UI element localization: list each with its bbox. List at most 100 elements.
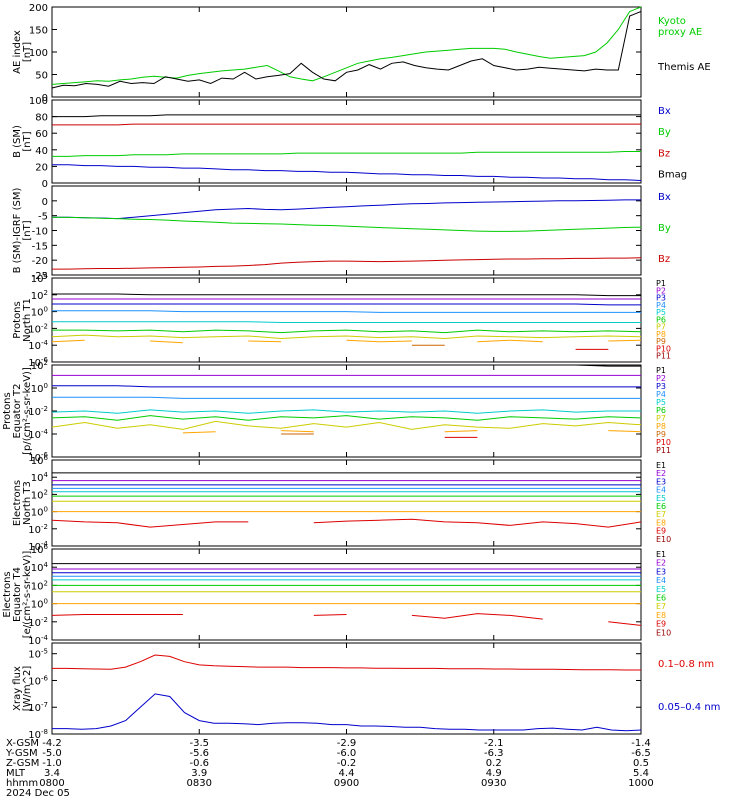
- y-tick-label: 0: [42, 93, 48, 104]
- svg-text:AE index: AE index: [12, 30, 23, 74]
- y-tick-label: 10-6: [28, 356, 48, 369]
- series-line: [52, 164, 642, 181]
- legend-label: 0.1–0.8 nm: [658, 659, 714, 670]
- panel-frame: [51, 642, 642, 735]
- legend-label: P11: [656, 446, 671, 455]
- xaxis-row-value: -3.5: [189, 738, 209, 749]
- legend-label: P1: [656, 279, 666, 288]
- y-tick-label: -10: [32, 227, 48, 238]
- y-axis-label: AE index [nT]: [12, 30, 33, 74]
- y-tick-label: 0: [42, 197, 48, 208]
- y-tick-label: 100: [31, 598, 48, 611]
- xaxis-row-label: Z-GSM: [6, 758, 39, 769]
- svg-text:Protons: Protons: [2, 392, 13, 429]
- svg-text:North T3: North T3: [22, 481, 33, 525]
- series-line: [51, 420, 642, 430]
- series-line: [51, 339, 642, 344]
- panel-frame: [51, 6, 642, 98]
- y-tick-label: 10-6: [28, 451, 48, 464]
- panel-8: 10-8 10-7 10-6 10-5 Xray flux [W/m^2] 0.1–0.8 …: [12, 642, 720, 741]
- svg-text:Electrons: Electrons: [2, 571, 13, 617]
- y-axis-label: Protons North T1: [12, 298, 33, 342]
- legend-label: E1: [656, 550, 666, 559]
- legend-label: P5: [656, 308, 666, 317]
- y-axis-label: Xray flux [W/m^2]: [12, 666, 33, 712]
- legend-label: E10: [656, 535, 671, 544]
- svg-text:[nT]: [nT]: [22, 42, 33, 62]
- series-line: [52, 151, 641, 157]
- y-tick-label: 106: [31, 543, 49, 556]
- legend-label: P6: [656, 406, 666, 415]
- svg-text:B (SM)-IGRF (SM): B (SM)-IGRF (SM): [12, 188, 23, 274]
- series-line: [51, 415, 642, 421]
- legend-label: E1: [656, 461, 666, 470]
- y-tick-label: 102: [31, 488, 48, 501]
- svg-text:[p/(cm²-s-sr-keV)]: [p/(cm²-s-sr-keV)]: [22, 367, 33, 455]
- series-line: [52, 199, 641, 220]
- y-tick-label: -15: [32, 241, 48, 252]
- series-line: [51, 216, 642, 232]
- panel-3: -25 -20 -15 -10 -5 0 B (SM)-IGRF (SM) [nT] Bx By B…: [12, 185, 671, 282]
- xaxis-row-value: -6.5: [631, 748, 651, 759]
- y-tick-label: 10-2: [28, 405, 48, 418]
- xaxis-row-value: 0.2: [486, 758, 502, 769]
- series-line: [51, 613, 642, 626]
- y-tick-label: 100: [31, 506, 48, 519]
- xaxis-row-value: 0.5: [633, 758, 649, 769]
- legend-label: P8: [656, 422, 666, 431]
- y-tick-label: 104: [31, 272, 49, 285]
- y-tick-label: 100: [29, 48, 48, 59]
- legend-label: 0.05–0.4 nm: [658, 702, 720, 713]
- legend-label: E7: [656, 510, 666, 519]
- legend-label: E3: [656, 477, 666, 486]
- series-line: [52, 364, 641, 367]
- legend-label: E5: [656, 585, 666, 594]
- y-tick-label: 10-8: [28, 728, 48, 741]
- legend-label: E2: [656, 559, 666, 568]
- svg-text:[nT]: [nT]: [22, 131, 33, 151]
- y-axis-label: B (SM)-IGRF (SM) [nT]: [12, 188, 33, 274]
- y-tick-label: 106: [31, 454, 49, 467]
- xaxis-row-value: -0.6: [189, 758, 209, 769]
- y-tick-label: 104: [31, 471, 49, 484]
- legend-label: E10: [656, 628, 671, 637]
- xaxis-row-label: MLT: [6, 768, 26, 779]
- svg-text:[e/(cm²-s-sr-keV)]: [e/(cm²-s-sr-keV)]: [22, 551, 33, 639]
- series-line: [52, 303, 641, 306]
- legend-label: P7: [656, 414, 666, 423]
- y-tick-label: 102: [31, 359, 48, 372]
- xaxis-row-value: 0800: [39, 778, 64, 789]
- legend-label: Bz: [658, 148, 670, 159]
- y-tick-label: 104: [31, 561, 49, 574]
- xaxis-row-value: 0830: [187, 778, 212, 789]
- xaxis-row-value: -6.3: [484, 748, 504, 759]
- y-tick-label: 0: [42, 179, 48, 190]
- xaxis-row-value: -1.0: [42, 758, 62, 769]
- xaxis-row-value: -0.2: [337, 758, 357, 769]
- legend-label: P10: [656, 344, 671, 353]
- svg-text:Equator T4: Equator T4: [12, 567, 23, 622]
- xaxis-row-value: 3.9: [191, 768, 207, 779]
- xaxis-row-value: 0930: [481, 778, 506, 789]
- y-tick-label: 10-5: [28, 648, 48, 661]
- y-axis-label: Electrons North T3: [12, 480, 33, 526]
- xaxis-row-value: 4.4: [339, 768, 355, 779]
- xaxis-row-value: -5.0: [42, 748, 62, 759]
- series-line: [52, 396, 641, 399]
- panel-2: 0 20 40 60 80 100 B (SM) [nT] Bx By Bz Bmag: [12, 96, 687, 190]
- legend-label: E8: [656, 518, 666, 527]
- series-line: [52, 654, 641, 671]
- legend-label: P3: [656, 382, 666, 391]
- legend-label: P5: [656, 398, 666, 407]
- xaxis-row-value: -2.9: [337, 738, 357, 749]
- xaxis-row-value: -6.0: [337, 748, 357, 759]
- y-tick-label: 50: [35, 71, 48, 82]
- xaxis-row-label: X-GSM: [6, 738, 39, 749]
- legend-label: proxy AE: [658, 27, 702, 38]
- legend-label: P2: [656, 286, 666, 295]
- svg-text:[nT]: [nT]: [22, 220, 33, 240]
- series-line: [52, 310, 641, 313]
